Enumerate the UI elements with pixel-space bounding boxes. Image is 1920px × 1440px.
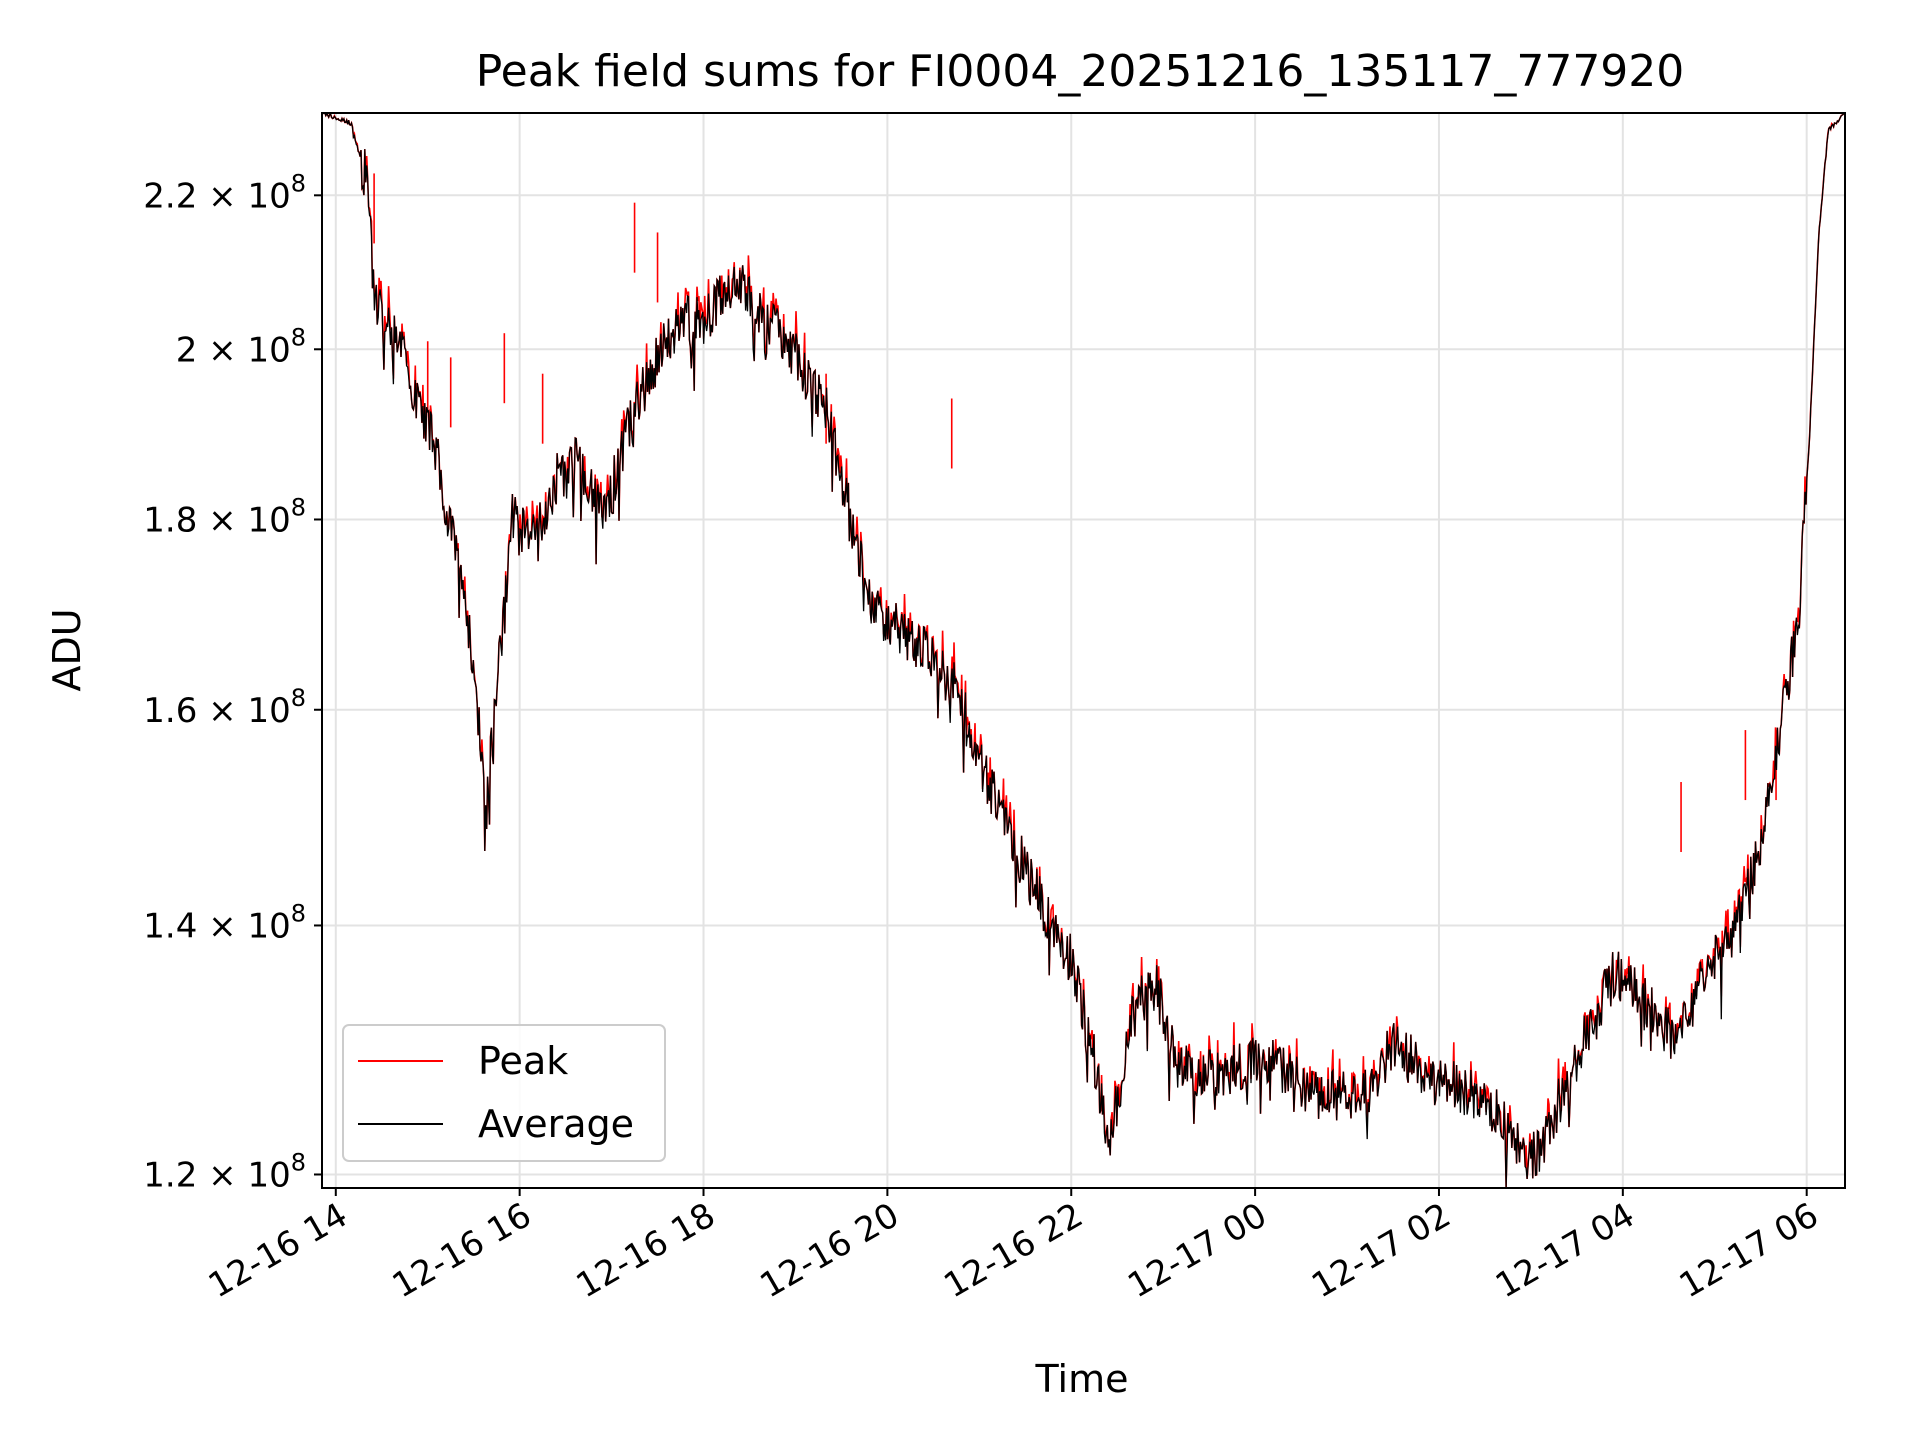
y-tick-label: 1.2 × 108 xyxy=(143,1148,306,1195)
x-tick-label: 12-16 14 xyxy=(202,1195,354,1306)
y-axis: 1.2 × 108 1.4 × 108 1.6 × 108 1.8 × 108 2 × … xyxy=(143,169,322,1195)
legend-box xyxy=(342,1024,666,1162)
x-tick-label: 12-17 04 xyxy=(1489,1195,1641,1306)
legend-label-average: Average xyxy=(478,1102,634,1146)
x-tick-label: 12-16 20 xyxy=(753,1195,905,1306)
legend-label-peak: Peak xyxy=(478,1039,568,1083)
plot-area xyxy=(321,112,1846,1188)
x-tick-label: 12-16 22 xyxy=(937,1195,1089,1306)
x-tick-label: 12-17 06 xyxy=(1673,1195,1825,1306)
y-tick-label: 1.4 × 108 xyxy=(143,899,306,946)
legend: Peak Average xyxy=(342,1024,666,1162)
chart-title: Peak field sums for FI0004_20251216_1351… xyxy=(476,46,1685,97)
grid xyxy=(322,113,1845,1188)
y-tick-label: 1.8 × 108 xyxy=(143,493,306,540)
x-tick-label: 12-16 16 xyxy=(386,1195,538,1306)
y-tick-label: 2 × 108 xyxy=(176,323,306,370)
plot-frame xyxy=(321,112,1846,1189)
y-tick-label: 1.6 × 108 xyxy=(143,684,306,731)
y-axis-label: ADU xyxy=(45,608,89,691)
x-axis-label: Time xyxy=(1035,1357,1129,1401)
y-tick-label: 2.2 × 108 xyxy=(143,169,306,216)
x-tick-label: 12-17 02 xyxy=(1305,1195,1457,1306)
average-series-line xyxy=(321,112,1846,1188)
x-axis: 12-16 14 12-16 16 12-16 18 12-16 20 12-16 22… xyxy=(202,1188,1825,1306)
x-tick-label: 12-17 00 xyxy=(1121,1195,1273,1306)
x-tick-label: 12-16 18 xyxy=(570,1195,722,1306)
